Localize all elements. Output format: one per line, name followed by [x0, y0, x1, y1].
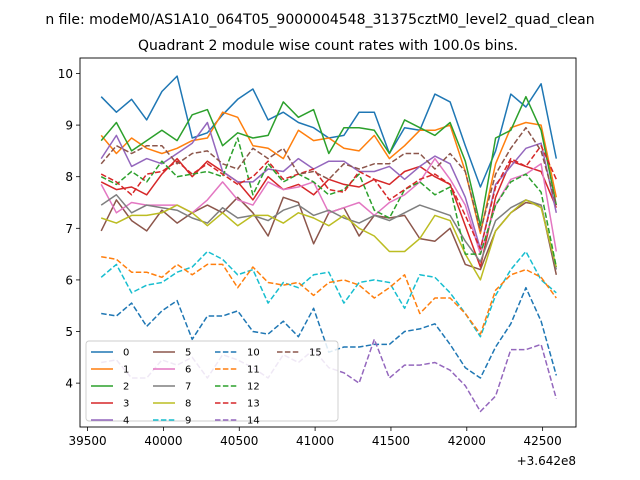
series-line-7 — [100, 194, 558, 270]
legend-label: 15 — [309, 348, 322, 359]
legend-item-1: 1 — [91, 365, 129, 376]
legend-item-11: 11 — [215, 365, 260, 376]
series-line-15 — [100, 126, 558, 232]
legend-label: 11 — [247, 365, 260, 376]
series-line-11 — [101, 255, 557, 335]
legend-label: 10 — [247, 348, 260, 359]
x-tick-label: 41000 — [296, 434, 334, 448]
legend-label: 8 — [185, 399, 191, 410]
legend-label: 3 — [123, 399, 129, 410]
legend-item-10: 10 — [215, 348, 260, 359]
x-tick-label: 39500 — [68, 434, 106, 448]
legend-label: 1 — [123, 365, 129, 376]
legend-label: 6 — [185, 365, 191, 376]
series-line-13 — [100, 144, 557, 250]
x-tick-label: 40000 — [144, 434, 182, 448]
legend-item-14: 14 — [215, 416, 260, 427]
x-tick-label: 42000 — [448, 434, 486, 448]
legend-item-12: 12 — [215, 382, 260, 393]
chart-title: Quadrant 2 module wise count rates with … — [138, 38, 518, 54]
y-tick-label: 10 — [58, 67, 73, 81]
legend-item-4: 4 — [91, 416, 129, 427]
y-tick-label: 4 — [65, 377, 73, 391]
legend-label: 0 — [123, 348, 129, 359]
legend-item-5: 5 — [153, 348, 191, 359]
series-line-2 — [100, 95, 558, 227]
series-line-3 — [100, 157, 557, 268]
legend-label: 9 — [185, 416, 191, 427]
x-tick-label: 41500 — [372, 434, 410, 448]
figure-suptitle: n file: modeM0/AS1A10_064T05_9000004548_… — [45, 12, 594, 28]
legend-item-13: 13 — [215, 399, 260, 410]
legend-item-7: 7 — [153, 382, 191, 393]
legend-label: 4 — [123, 416, 129, 427]
series-line-8 — [100, 199, 558, 281]
legend-label: 14 — [247, 416, 260, 427]
y-axis: 4 5 6 7 8 9 10 — [58, 67, 80, 391]
x-offset-label: +3.642e8 — [517, 454, 576, 468]
legend-item-3: 3 — [91, 399, 129, 410]
legend-label: 5 — [185, 348, 191, 359]
series-line-12 — [100, 137, 558, 268]
x-tick-label: 42500 — [524, 434, 562, 448]
y-tick-label: 6 — [65, 273, 73, 287]
y-tick-label: 7 — [65, 222, 73, 236]
x-axis: 39500 40000 40500 41000 41500 42000 42500 — [68, 427, 562, 448]
series-line-9 — [100, 250, 557, 338]
legend-item-2: 2 — [91, 382, 129, 393]
x-tick-label: 40500 — [220, 434, 258, 448]
y-tick-label: 8 — [65, 170, 73, 184]
y-tick-label: 5 — [65, 325, 73, 339]
legend-item-6: 6 — [153, 365, 191, 376]
series-line-1 — [100, 111, 558, 235]
legend-item-8: 8 — [153, 399, 191, 410]
axes-frame — [79, 57, 577, 428]
legend-label: 13 — [247, 399, 260, 410]
legend-box — [85, 340, 339, 422]
y-tick-label: 9 — [65, 119, 73, 133]
legend-item-0: 0 — [91, 348, 129, 359]
legend-item-9: 9 — [153, 416, 191, 427]
legend-item-15: 15 — [277, 348, 322, 359]
legend-label: 7 — [185, 382, 191, 393]
legend-label: 12 — [247, 382, 260, 393]
legend-label: 2 — [123, 382, 129, 393]
